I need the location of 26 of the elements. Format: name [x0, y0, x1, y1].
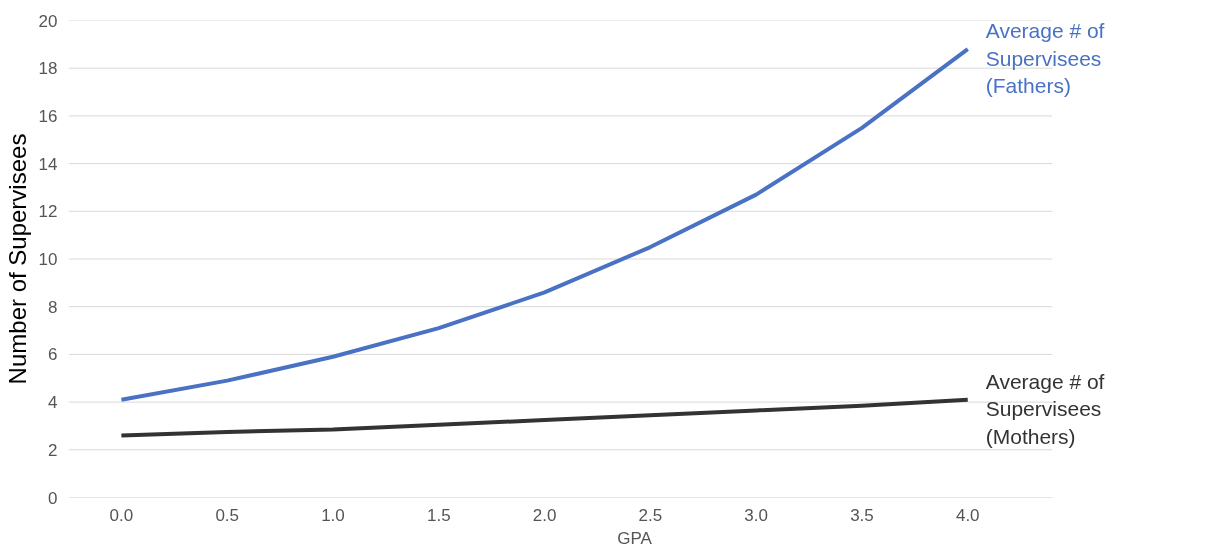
y-tick-label: 20: [38, 11, 58, 31]
series-label: Average # of Supervisees (Mothers): [985, 369, 1105, 448]
x-tick-label: 4.0: [955, 505, 980, 525]
series-label: Average # of Supervisees (Fathers): [985, 19, 1105, 98]
x-tick-label: 0.5: [215, 505, 240, 525]
y-tick-label: 16: [38, 106, 58, 126]
y-tick-label: 4: [48, 393, 58, 413]
y-tick-label: 6: [48, 345, 58, 365]
x-tick-label: 3.0: [744, 505, 768, 525]
y-tick-label: 18: [38, 59, 58, 79]
line-series: [119, 397, 970, 438]
y-tick-label: 2: [48, 440, 58, 460]
y-tick-label: 12: [38, 202, 58, 222]
line-series: [119, 47, 970, 402]
x-tick-label: 2.0: [532, 505, 557, 525]
x-axis-title: GPA: [617, 528, 653, 548]
x-tick-label: 0.0: [109, 505, 134, 525]
y-tick-label: 8: [48, 297, 58, 317]
x-tick-label: 1.5: [426, 505, 451, 525]
x-tick-label: 3.5: [850, 505, 874, 525]
x-tick-label: 1.0: [321, 505, 345, 525]
y-axis-title: Number of Supervisees: [3, 133, 31, 385]
y-tick-label: 0: [48, 488, 58, 508]
y-tick-label: 10: [38, 250, 58, 269]
y-tick-label: 14: [38, 154, 58, 174]
x-tick-label: 2.5: [638, 505, 663, 525]
